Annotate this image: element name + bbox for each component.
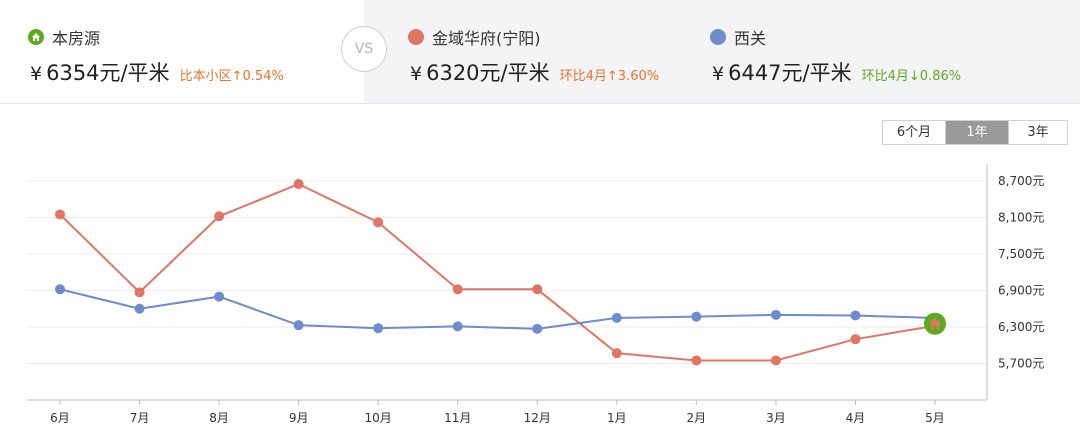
x-tick-label: 11月 — [444, 411, 471, 425]
data-point — [452, 284, 463, 295]
data-point — [532, 284, 543, 295]
data-point — [373, 323, 384, 334]
data-point — [770, 355, 781, 366]
data-point — [134, 287, 145, 298]
y-tick-label: 8,100元 — [998, 211, 1044, 225]
comp1-name-label: 金域华府(宁阳) — [432, 29, 541, 48]
tab-1-year[interactable]: 1年 — [946, 121, 1009, 144]
data-point — [691, 311, 702, 322]
comp1-compare-text: 环比4月↑3.60% — [559, 69, 660, 84]
comp1-price-value: 6320元/平米 — [426, 61, 550, 85]
x-tick-label: 12月 — [524, 411, 551, 425]
data-point — [134, 303, 145, 314]
x-tick-label: 1月 — [607, 411, 627, 425]
x-tick-label: 8月 — [209, 411, 229, 425]
comp1-legend-dot — [408, 29, 424, 45]
x-tick-label: 2月 — [687, 411, 707, 425]
comp2-name-label: 西关 — [734, 29, 767, 48]
comp2-legend-dot — [710, 29, 726, 45]
y-tick-label: 8,700元 — [998, 174, 1044, 188]
data-point — [214, 291, 225, 302]
data-point — [373, 217, 384, 228]
time-range-selector: 6个月 1年 3年 — [882, 120, 1068, 145]
x-tick-label: 7月 — [130, 411, 150, 425]
currency-symbol: ¥ — [712, 63, 725, 85]
home-icon — [28, 29, 44, 45]
data-point — [293, 179, 304, 190]
x-tick-label: 4月 — [846, 411, 866, 425]
data-point — [532, 323, 543, 334]
tab-6-months[interactable]: 6个月 — [883, 121, 946, 144]
data-point — [770, 309, 781, 320]
y-tick-label: 5,700元 — [998, 357, 1044, 371]
y-tick-label: 7,500元 — [998, 247, 1044, 261]
price-compare-header: 本房源 ¥6354元/平米 比本小区↑0.54% VS 金域华府(宁阳) ¥63… — [0, 0, 1080, 104]
x-tick-label: 10月 — [365, 411, 392, 425]
own-price-value: 6354元/平米 — [46, 61, 170, 85]
comp2-price-value: 6447元/平米 — [728, 61, 852, 85]
x-tick-label: 3月 — [766, 411, 786, 425]
x-tick-label: 9月 — [289, 411, 309, 425]
own-price: ¥6354元/平米 比本小区↑0.54% — [30, 57, 284, 87]
data-point — [850, 334, 861, 345]
data-point — [214, 211, 225, 222]
x-tick-label: 5月 — [925, 411, 945, 425]
own-property-panel: 本房源 ¥6354元/平米 比本小区↑0.54% — [0, 0, 364, 103]
data-point — [55, 209, 65, 220]
own-compare-text: 比本小区↑0.54% — [179, 69, 284, 84]
comp2-price: ¥6447元/平米 环比4月↓0.86% — [712, 57, 961, 87]
data-point — [611, 312, 622, 323]
data-point — [691, 355, 702, 366]
vs-badge: VS — [341, 26, 387, 72]
data-point — [611, 348, 622, 359]
own-property-name: 本房源 — [28, 25, 100, 49]
currency-symbol: ¥ — [410, 63, 423, 85]
own-name-label: 本房源 — [52, 29, 101, 48]
data-point — [850, 310, 861, 321]
compare-panel: 金域华府(宁阳) ¥6320元/平米 环比4月↑3.60% 西关 ¥6447元/… — [364, 0, 1080, 103]
x-tick-label: 6月 — [50, 411, 70, 425]
y-tick-label: 6,300元 — [998, 320, 1044, 334]
currency-symbol: ¥ — [30, 63, 43, 85]
data-point — [293, 320, 304, 331]
comp2-compare-text: 环比4月↓0.86% — [861, 69, 962, 84]
tab-3-years[interactable]: 3年 — [1009, 121, 1067, 144]
y-tick-label: 6,900元 — [998, 284, 1044, 298]
series-line-2 — [59, 288, 936, 330]
comp1-price: ¥6320元/平米 环比4月↑3.60% — [410, 57, 659, 87]
comp2-name: 西关 — [710, 25, 766, 49]
home-icon — [929, 317, 941, 330]
comp1-name: 金域华府(宁阳) — [408, 25, 541, 49]
data-point — [452, 321, 463, 332]
data-point — [55, 284, 65, 295]
series-line-1 — [59, 182, 936, 362]
